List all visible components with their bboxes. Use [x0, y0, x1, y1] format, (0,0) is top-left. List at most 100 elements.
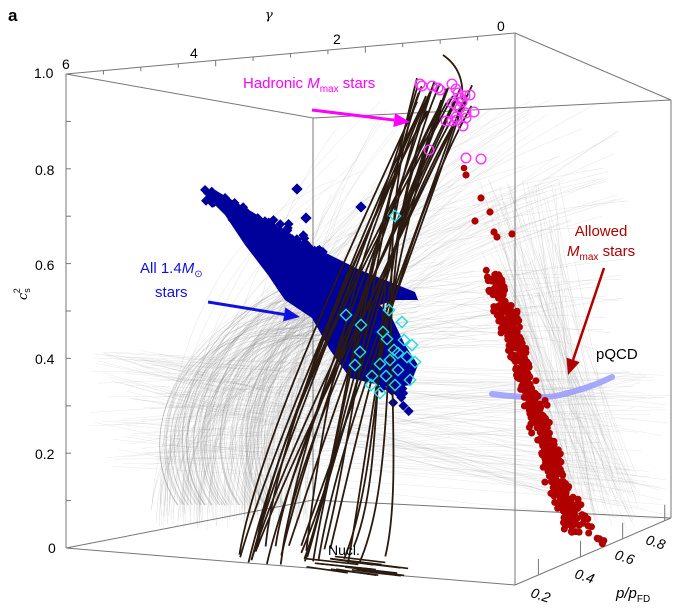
- background-eos-line: [204, 197, 513, 501]
- hadronic-eos-line: [250, 97, 459, 560]
- allowed-mmax-point: [518, 339, 526, 347]
- hadronic-mmax-circle: [460, 107, 472, 119]
- background-eos-line: [186, 334, 320, 506]
- background-eos-line: [166, 167, 605, 524]
- background-eos-line: [196, 338, 546, 529]
- background-eos-line: [557, 279, 638, 477]
- background-eos-line: [219, 301, 346, 506]
- all14-line1-sub: ⊙: [194, 269, 203, 280]
- all-14-star-marker: [300, 254, 311, 265]
- all14-line1-pre: All 1.4: [140, 260, 182, 277]
- cyan-diamond: [373, 357, 387, 371]
- cs2-tick-0: 0: [48, 540, 56, 556]
- allowed-mmax-point: [551, 445, 559, 453]
- cyan-diamond: [339, 308, 353, 322]
- allowed-mmax-point: [577, 501, 585, 509]
- background-eos-line: [155, 392, 564, 449]
- all-14-star-marker: [293, 241, 304, 252]
- hadronic-mmax-circle: [459, 90, 471, 102]
- background-eos-line: [272, 223, 370, 501]
- cyan-diamond: [354, 318, 368, 332]
- background-eos-line: [126, 358, 636, 468]
- background-eos-line: [537, 293, 613, 478]
- hadronic-eos-line-tail: [317, 562, 376, 571]
- background-eos-line: [173, 338, 321, 506]
- background-eos-line: [187, 326, 532, 506]
- background-eos-line: [210, 323, 363, 506]
- background-eos-line: [201, 335, 335, 506]
- allowed-mmax-point: [531, 403, 539, 411]
- hadronic-eos-line-tail: [330, 558, 374, 566]
- all14-line2: stars: [155, 284, 188, 301]
- allowed-mmax-point: [508, 322, 516, 330]
- background-eos-line: [181, 302, 322, 506]
- all-14-star-marker: [286, 234, 297, 245]
- hadronic-mmax-circle: [451, 114, 463, 126]
- allowed-arrow-head: [566, 357, 580, 375]
- background-eos-line: [485, 199, 600, 524]
- p-label-base: p/p: [616, 585, 637, 602]
- p-axis-label: p/pFD: [616, 585, 650, 605]
- background-eos-line: [200, 193, 437, 521]
- allowed-mmax-point: [462, 171, 470, 179]
- allowed-mmax-point: [543, 401, 551, 409]
- background-eos-line: [161, 445, 648, 478]
- background-eos-line: [159, 407, 634, 461]
- background-eos-line: [116, 383, 606, 422]
- all-14-star-marker: [403, 406, 414, 417]
- background-eos-line: [558, 284, 586, 519]
- cyan-diamond: [408, 355, 422, 369]
- hadronic-eos-line: [352, 82, 436, 548]
- cyan-diamond: [391, 346, 405, 360]
- allowed-mmax-point: [574, 495, 582, 503]
- pqcd-label: pQCD: [596, 346, 638, 363]
- background-eos-line: [521, 180, 595, 492]
- all-14-star-outlier: [355, 201, 367, 213]
- cyan-diamond: [388, 378, 402, 392]
- hadronic-eos-line-tail: [345, 566, 398, 574]
- background-eos-line: [502, 263, 587, 479]
- allowed-line2: Mmax stars: [567, 242, 635, 268]
- allowed-mmax-point: [551, 498, 559, 506]
- background-eos-line: [249, 110, 387, 528]
- background-eos-line: [558, 180, 622, 492]
- background-eos-line: [125, 424, 590, 454]
- background-eos-line: [531, 287, 622, 471]
- background-eos-line: [201, 328, 354, 506]
- allowed-mmax-point: [460, 164, 468, 172]
- hadronic-eos-line: [305, 110, 430, 551]
- allowed-mmax-point: [509, 355, 517, 363]
- cyan-diamond: [365, 369, 379, 383]
- allowed-mmax-point: [482, 266, 490, 274]
- background-eos-line: [518, 280, 576, 477]
- background-eos-line: [505, 269, 572, 477]
- edge-back-bottom: [312, 499, 672, 519]
- hadronic-eos-line-tail: [351, 569, 401, 577]
- background-eos-line: [169, 373, 642, 419]
- cyan-diamond: [364, 378, 378, 392]
- all14-arrow: [207, 300, 300, 322]
- background-eos-line: [537, 184, 597, 524]
- background-eos-line: [169, 277, 562, 504]
- hadronic-eos-line-tail: [306, 566, 348, 574]
- allowed-mmax-point: [539, 442, 547, 449]
- background-eos-line: [158, 353, 662, 436]
- background-eos-line: [159, 332, 296, 506]
- allowed-mmax-point: [520, 402, 528, 410]
- allowed-mmax-point: [510, 311, 518, 319]
- gamma-tick-2: 2: [333, 31, 341, 47]
- background-eos-line: [269, 219, 439, 527]
- background-eos-line: [119, 382, 670, 516]
- background-eos-line: [206, 162, 398, 530]
- background-eos-line: [123, 462, 637, 484]
- allowed-mmax-point: [496, 313, 504, 321]
- cyan-diamond: [397, 333, 411, 347]
- background-eos-line: [539, 230, 590, 478]
- allowed-mmax-point: [517, 385, 525, 393]
- background-eos-line: [162, 415, 638, 433]
- background-eos-line: [94, 357, 569, 389]
- background-eos-line: [186, 333, 338, 506]
- background-eos-line: [203, 282, 310, 506]
- background-eos-line: [528, 199, 603, 491]
- hadronic-mmax-circle: [452, 87, 464, 99]
